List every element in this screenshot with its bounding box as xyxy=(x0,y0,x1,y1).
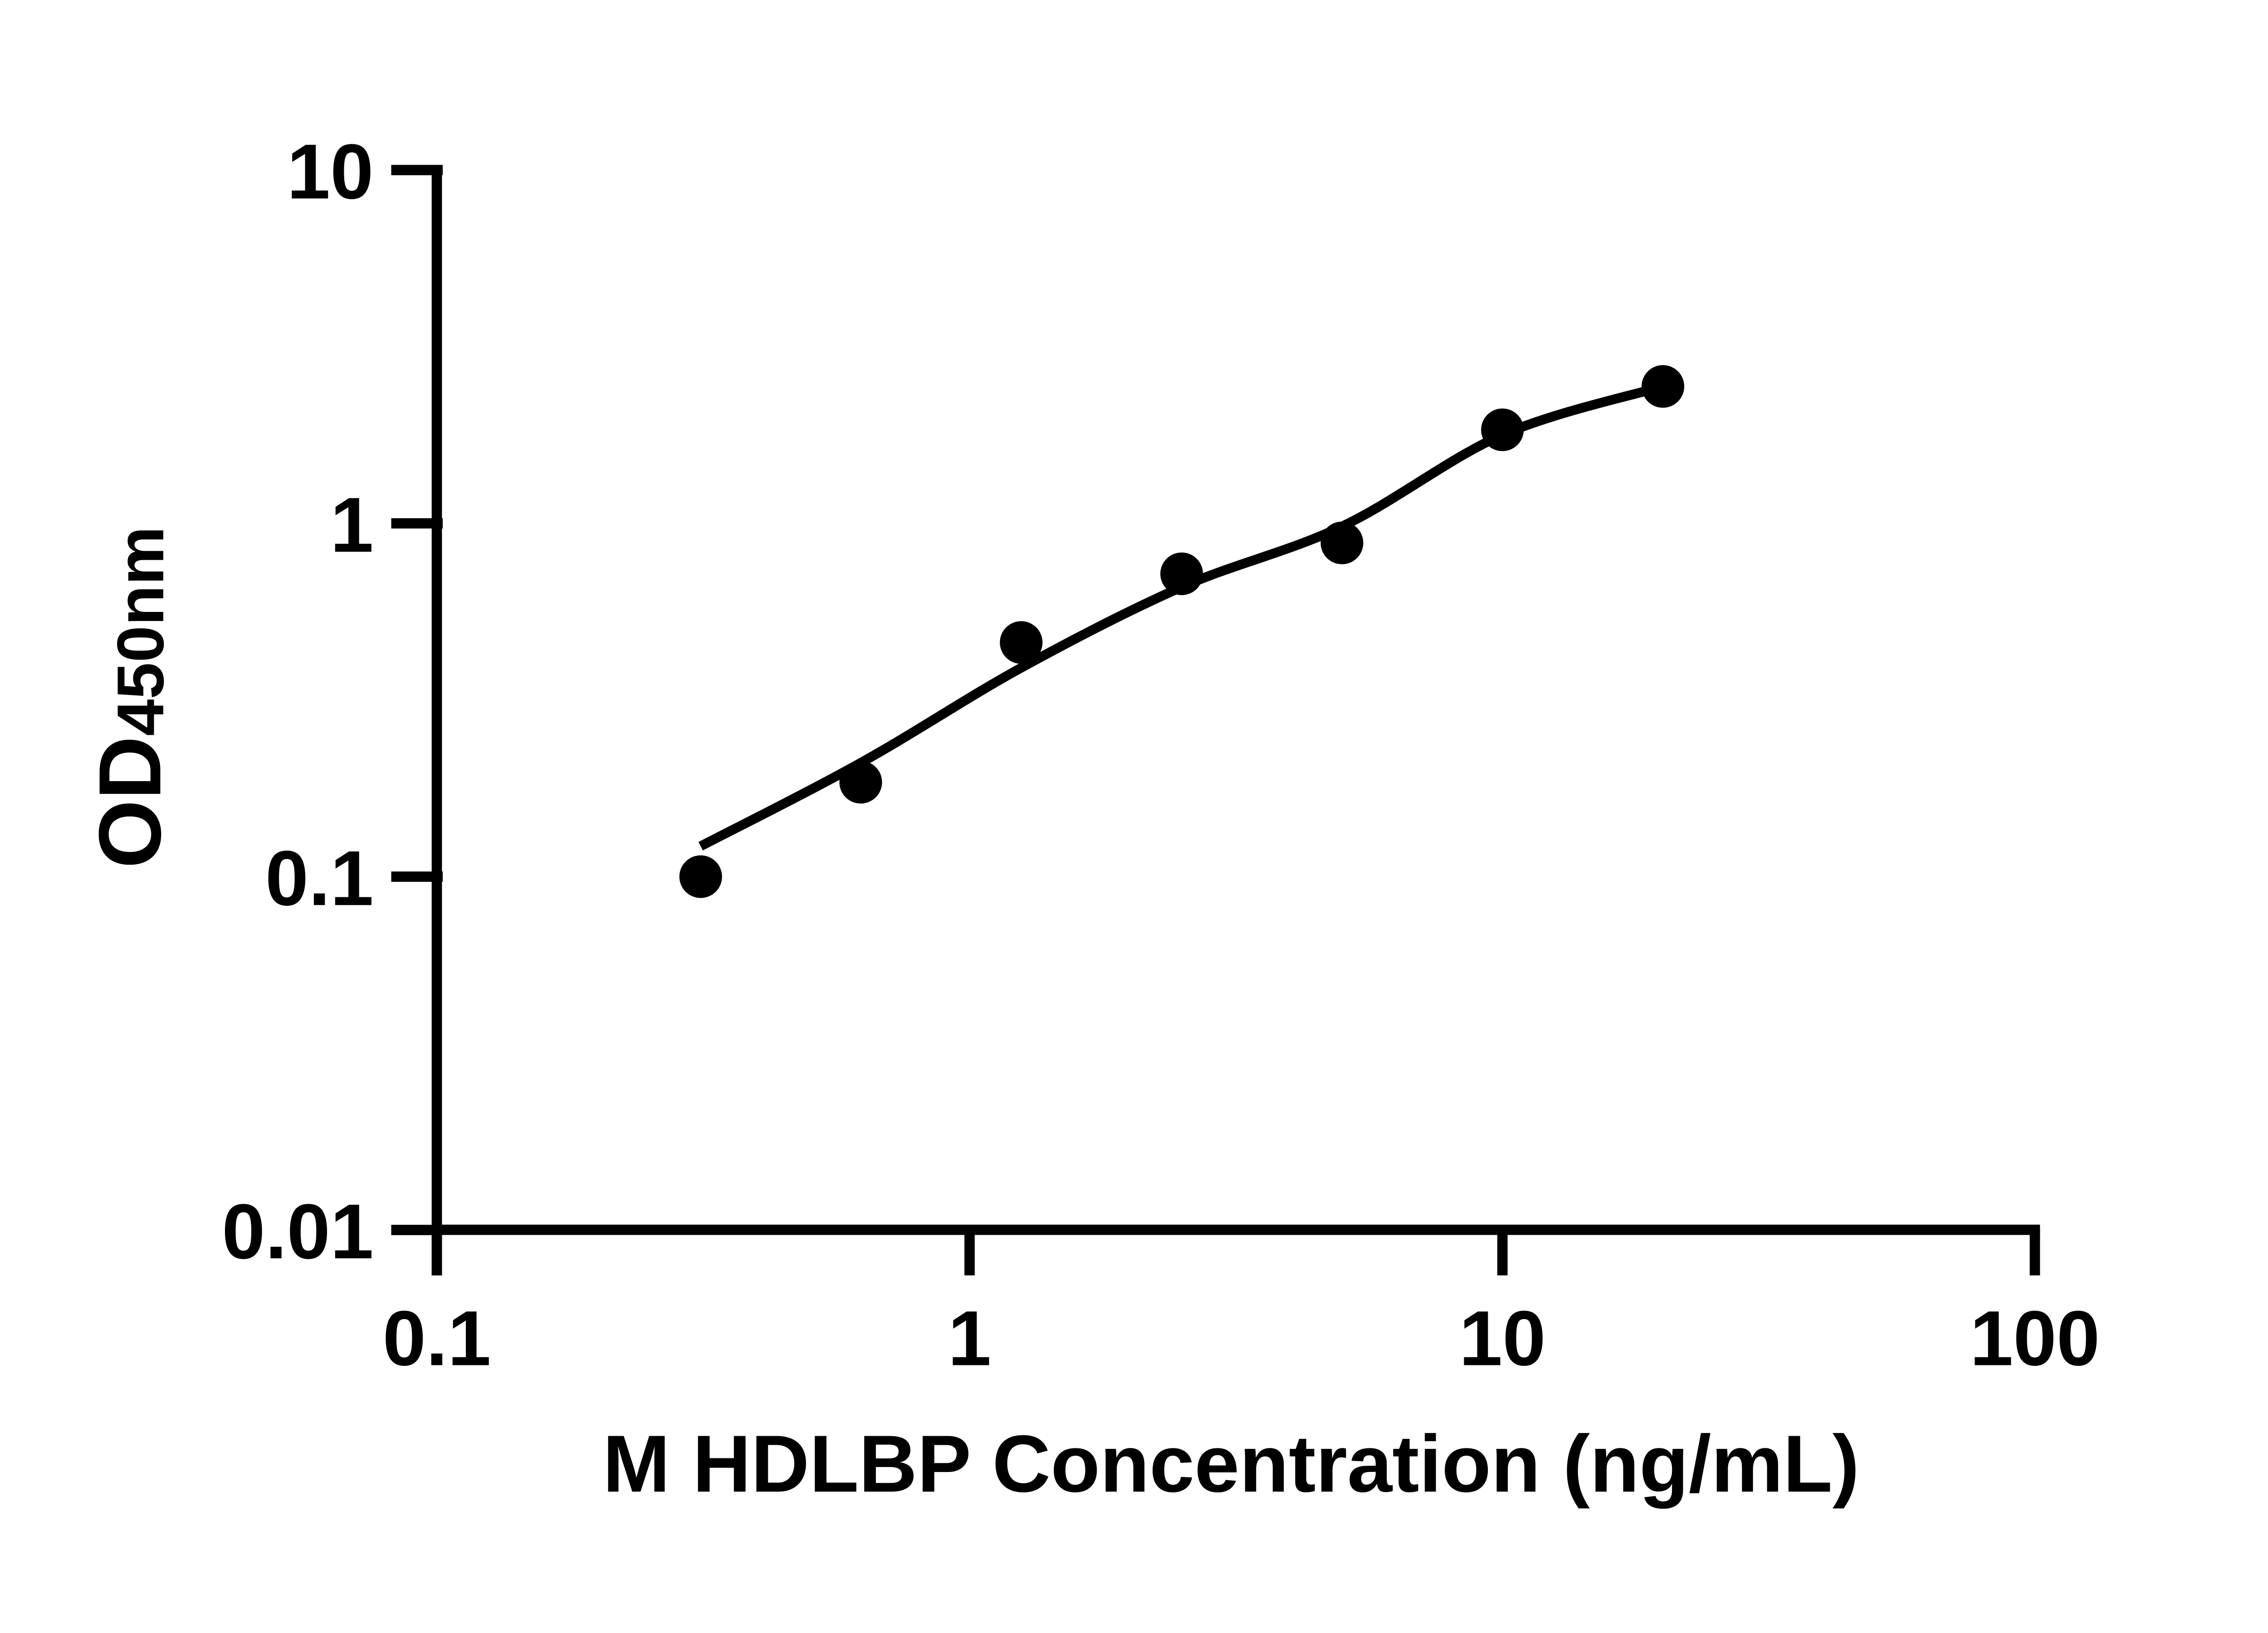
x-tick-label-1: 1 xyxy=(948,1295,992,1382)
y-axis: 10 1 0.1 0.01 xyxy=(222,128,443,1276)
x-tick-label-0-1: 0.1 xyxy=(383,1295,491,1382)
data-point-marker xyxy=(679,855,722,898)
x-tick-label-100: 100 xyxy=(1970,1295,2100,1382)
data-point-marker xyxy=(1642,365,1685,408)
y-axis-title-main: OD xyxy=(81,736,179,869)
x-axis-title: M HDLBP Concentration (ng/mL) xyxy=(603,1418,1860,1509)
x-axis: 0.1 1 10 100 xyxy=(383,1224,2100,1382)
y-tick-label-10: 10 xyxy=(287,128,373,215)
data-point-marker xyxy=(1320,521,1364,564)
y-tick-label-1: 1 xyxy=(330,481,374,568)
x-tick-label-10: 10 xyxy=(1459,1295,1546,1382)
y-axis-title: OD450nm xyxy=(81,526,179,868)
y-tick-label-0-01: 0.01 xyxy=(222,1188,373,1275)
data-point-marker xyxy=(1481,408,1524,451)
data-point-marker xyxy=(1160,552,1203,595)
data-point-marker xyxy=(839,761,882,804)
y-tick-label-0-1: 0.1 xyxy=(265,835,374,922)
data-point-marker xyxy=(1000,621,1043,664)
data-points xyxy=(679,365,1685,898)
y-axis-title-subscript: 450nm xyxy=(103,526,177,736)
